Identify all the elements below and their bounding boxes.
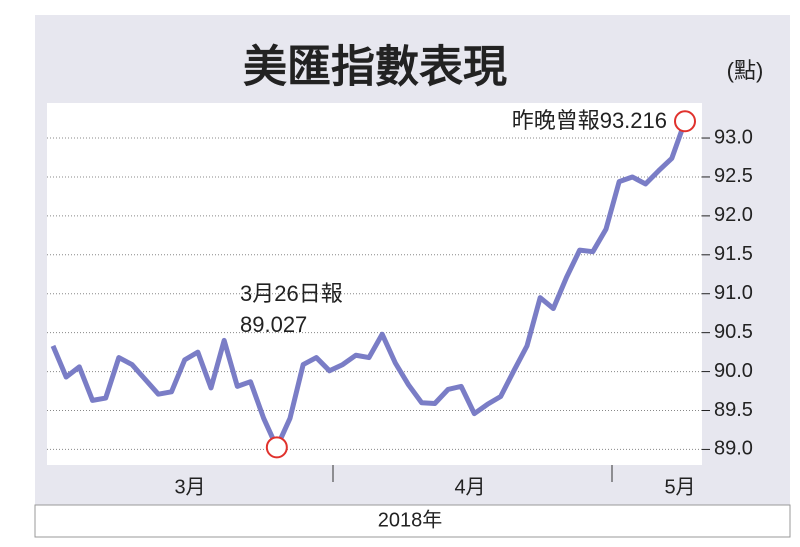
unit-label: (點) [727,58,764,83]
y-tick-label: 90.5 [714,321,753,343]
x-axis-label: 2018年 [378,508,443,531]
x-group-label: 5月 [664,476,695,498]
highlight-marker [265,436,288,459]
y-tick-label: 93.0 [714,126,753,148]
plot-area [47,103,702,465]
y-tick-label: 91.0 [714,282,753,304]
highlight-marker [674,110,696,133]
annotation-value: 89.027 [240,312,307,337]
chart-title: 美匯指數表現 [243,42,507,93]
annotation: 3月26日報 [240,281,343,306]
y-tick-label: 92.0 [714,204,753,226]
x-label-band [34,504,791,538]
line [50,120,688,450]
y-tick-label: 92.5 [714,165,753,187]
x-group-label: 3月 [174,476,205,498]
x-group-label: 4月 [454,476,485,498]
y-tick-label: 91.5 [714,243,753,265]
annotation: 昨晚曾報93.216 [512,108,667,133]
y-tick-label: 89.5 [714,399,753,421]
y-tick-label: 90.0 [714,360,753,382]
y-tick-label: 89.0 [714,438,753,460]
